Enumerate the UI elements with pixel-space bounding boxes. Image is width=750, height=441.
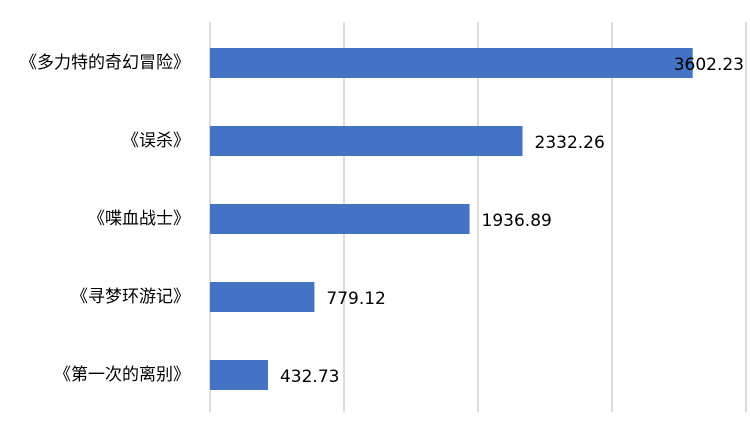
value-label: 3602.23 <box>674 55 744 75</box>
bar <box>210 282 315 312</box>
bar <box>210 48 693 78</box>
bar <box>210 126 523 156</box>
value-label: 779.12 <box>326 289 385 309</box>
y-tick-label: 《喋血战士》 <box>88 209 190 229</box>
y-tick-label: 《寻梦环游记》 <box>71 287 190 307</box>
y-tick-label: 《多力特的奇幻冒险》 <box>20 53 190 73</box>
bar <box>210 360 268 390</box>
bar <box>210 204 470 234</box>
y-tick-label: 《误杀》 <box>122 131 190 151</box>
value-label: 432.73 <box>280 367 339 387</box>
y-tick-label: 《第一次的离别》 <box>54 365 190 385</box>
value-label: 1936.89 <box>482 211 552 231</box>
value-label: 2332.26 <box>535 133 605 153</box>
